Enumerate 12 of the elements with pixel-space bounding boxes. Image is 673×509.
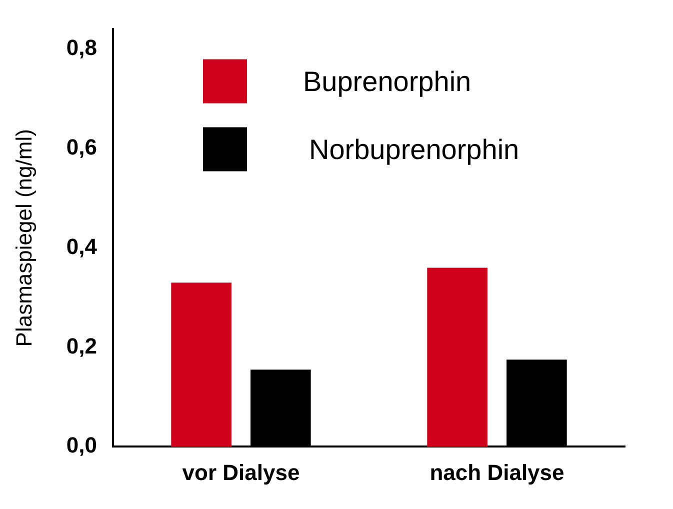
y-tick-label: 0,0 <box>66 432 97 458</box>
y-tick-label: 0,8 <box>66 35 97 60</box>
y-tick-label: 0,4 <box>66 234 98 259</box>
bar <box>171 282 232 447</box>
legend-label: Norbuprenorphin <box>308 134 520 165</box>
legend-label: Buprenorphin <box>302 66 472 97</box>
x-tick-label: nach Dialyse <box>430 460 564 485</box>
y-tick-label: 0,2 <box>66 333 97 358</box>
y-axis-title: Plasmaspiegel (ng/ml) <box>11 129 36 347</box>
x-tick-label: vor Dialyse <box>182 460 300 485</box>
bar <box>427 268 488 447</box>
y-tick-label: 0,6 <box>66 134 97 160</box>
